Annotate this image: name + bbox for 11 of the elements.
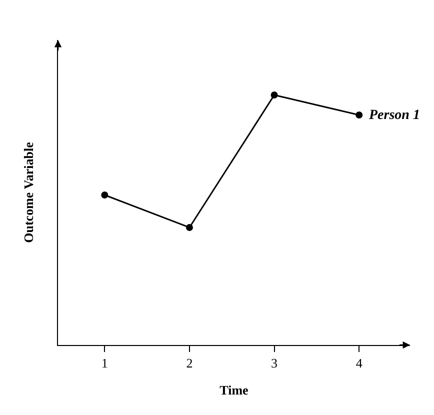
point xyxy=(270,92,278,98)
point xyxy=(356,112,363,118)
series-label: Person 1 xyxy=(369,108,420,123)
point xyxy=(101,192,108,198)
x-tick-label: 4 xyxy=(356,356,363,371)
x-tick-label: 1 xyxy=(101,356,108,371)
x-tick-label: 2 xyxy=(186,356,193,371)
x-axis-title: Time xyxy=(220,382,249,398)
y-axis-title: Outcome Variable xyxy=(20,142,36,243)
x-tick-label: 3 xyxy=(271,356,278,371)
point xyxy=(186,224,193,231)
